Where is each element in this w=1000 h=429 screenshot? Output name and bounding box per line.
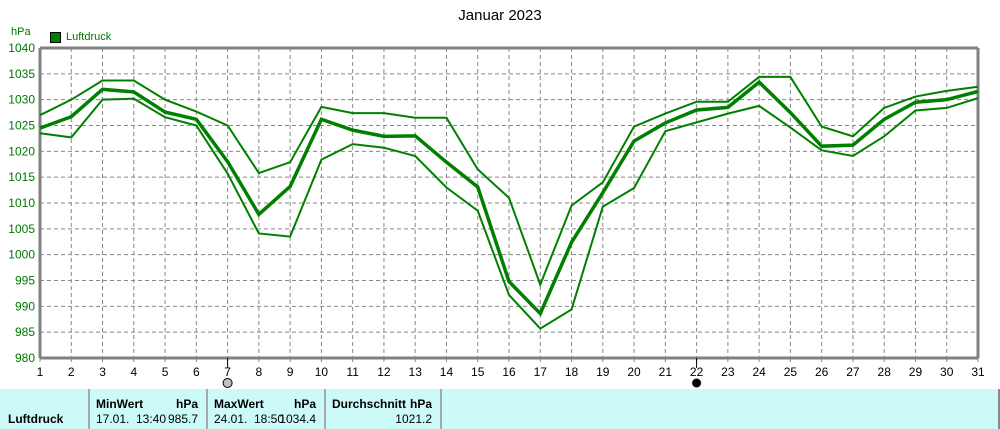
y-tick-label: 995: [15, 274, 35, 288]
x-tick-label: 11: [346, 365, 359, 379]
x-tick-label: 16: [502, 365, 516, 379]
x-tick-label: 1: [37, 365, 44, 379]
avg-value: 1021.2: [395, 412, 432, 426]
x-tick-label: 10: [315, 365, 329, 379]
legend-label: Luftdruck: [66, 31, 112, 43]
max-value: 1034.4: [279, 412, 316, 426]
x-tick-label: 14: [440, 365, 454, 379]
stats-row-label: Luftdruck: [8, 412, 64, 426]
new-moon-icon: [691, 378, 702, 388]
stats-max-cell: MaxWert hPa 24.01. 18:50 1034.4: [206, 389, 324, 429]
x-tick-label: 24: [752, 365, 766, 379]
x-tick-label: 25: [784, 365, 798, 379]
max-date: 24.01.: [214, 412, 248, 426]
legend: Luftdruck: [50, 31, 111, 43]
y-tick-label: 1020: [8, 144, 35, 158]
y-tick-label: 1025: [8, 119, 35, 133]
series-line: [39, 97, 979, 330]
x-tick-label: 4: [130, 365, 137, 379]
x-tick-label: 17: [534, 365, 548, 379]
pressure-chart: 9809859909951000100510101015102010251030…: [8, 41, 985, 388]
chart-title: Januar 2023: [458, 7, 542, 24]
x-tick-label: 26: [815, 365, 829, 379]
x-tick-label: 2: [68, 365, 75, 379]
y-tick-label: 1035: [8, 67, 35, 81]
max-unit: hPa: [293, 397, 316, 411]
x-tick-label: 3: [99, 365, 106, 379]
x-tick-label: 21: [659, 365, 673, 379]
series-line: [39, 79, 979, 317]
min-header: MinWert: [96, 397, 144, 411]
y-tick-label: 985: [15, 325, 35, 339]
y-tick-label: 1000: [8, 248, 35, 262]
x-tick-label: 12: [377, 365, 391, 379]
max-header: MaxWert: [214, 397, 264, 411]
min-unit: hPa: [175, 397, 198, 411]
stats-table: Luftdruck MinWert hPa 17.01. 13:40 985.7…: [0, 389, 1000, 429]
y-tick-label: 1030: [8, 93, 35, 107]
y-tick-label: 990: [15, 299, 35, 313]
y-tick-label: 1005: [8, 222, 35, 236]
stats-min-cell: MinWert hPa 17.01. 13:40 985.7: [88, 389, 206, 429]
max-time: 18:50: [254, 412, 285, 426]
x-tick-label: 5: [162, 365, 169, 379]
x-tick-label: 23: [721, 365, 735, 379]
x-tick-label: 31: [971, 365, 985, 379]
x-tick-label: 28: [878, 365, 892, 379]
x-tick-label: 18: [565, 365, 579, 379]
x-tick-label: 30: [940, 365, 954, 379]
y-tick-label: 1010: [8, 196, 35, 210]
x-tick-label: 20: [627, 365, 641, 379]
y-tick-label: 1015: [8, 170, 35, 184]
min-time: 13:40: [136, 412, 167, 426]
x-tick-label: 27: [846, 365, 860, 379]
avg-header: Durchschnitt: [332, 397, 407, 411]
x-tick-label: 13: [409, 365, 423, 379]
avg-unit: hPa: [409, 397, 432, 411]
y-tick-label: 980: [15, 351, 35, 365]
x-tick-label: 7: [224, 365, 231, 379]
stats-avg-cell: Durchschnitt hPa 1021.2: [324, 389, 442, 429]
full-moon-icon: [222, 378, 233, 388]
x-tick-label: 8: [256, 365, 263, 379]
min-value: 985.7: [167, 412, 198, 426]
y-axis-unit: hPa: [11, 26, 31, 38]
x-tick-label: 6: [193, 365, 200, 379]
min-date: 17.01.: [96, 412, 130, 426]
x-tick-label: 19: [596, 365, 610, 379]
x-tick-label: 9: [287, 365, 294, 379]
x-tick-label: 22: [690, 365, 704, 379]
x-tick-label: 29: [909, 365, 923, 379]
legend-swatch-icon: [50, 31, 61, 43]
series-line: [39, 75, 979, 288]
x-tick-label: 15: [471, 365, 485, 379]
y-tick-label: 1040: [8, 41, 35, 55]
